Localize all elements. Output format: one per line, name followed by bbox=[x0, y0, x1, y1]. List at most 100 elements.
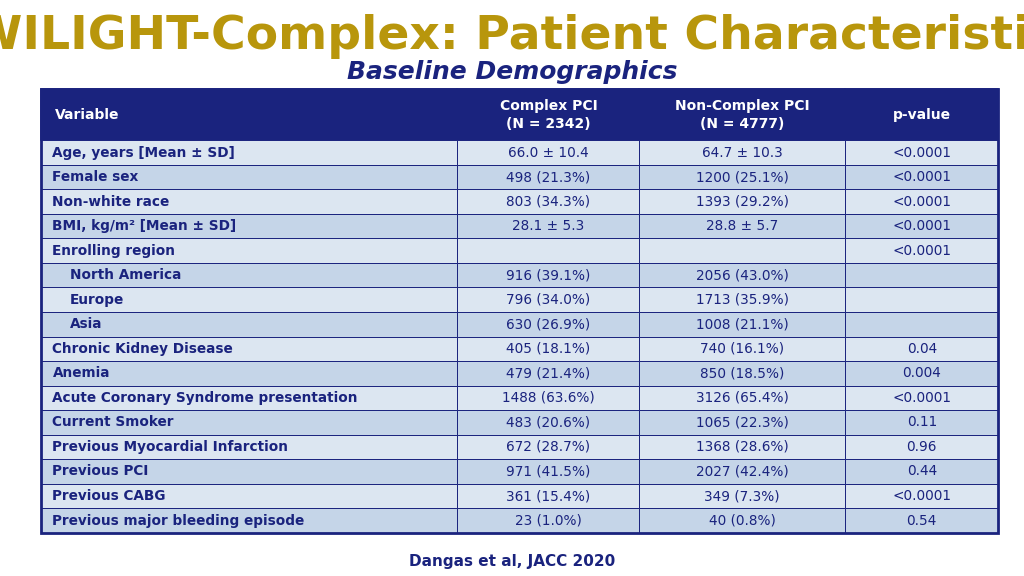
Text: Previous PCI: Previous PCI bbox=[52, 464, 148, 479]
Text: Anemia: Anemia bbox=[52, 366, 110, 380]
Text: 0.96: 0.96 bbox=[906, 440, 937, 454]
Bar bbox=[845, 336, 998, 361]
Text: Previous Myocardial Infarction: Previous Myocardial Infarction bbox=[52, 440, 289, 454]
Text: Non-white race: Non-white race bbox=[52, 195, 170, 209]
Bar bbox=[845, 263, 998, 287]
Bar bbox=[845, 89, 998, 141]
Bar bbox=[845, 459, 998, 484]
Text: 479 (21.4%): 479 (21.4%) bbox=[506, 366, 591, 380]
Text: <0.0001: <0.0001 bbox=[892, 195, 951, 209]
Text: 40 (0.8%): 40 (0.8%) bbox=[709, 514, 776, 528]
Bar bbox=[458, 508, 639, 533]
Bar bbox=[845, 484, 998, 508]
Text: TWILIGHT-Complex: Patient Characteristics: TWILIGHT-Complex: Patient Characteristic… bbox=[0, 14, 1024, 59]
Bar bbox=[458, 165, 639, 190]
Text: 28.8 ± 5.7: 28.8 ± 5.7 bbox=[707, 219, 778, 233]
Bar bbox=[639, 238, 845, 263]
Text: 405 (18.1%): 405 (18.1%) bbox=[506, 342, 591, 356]
Text: 850 (18.5%): 850 (18.5%) bbox=[700, 366, 784, 380]
Text: 971 (41.5%): 971 (41.5%) bbox=[506, 464, 591, 479]
Bar bbox=[845, 287, 998, 312]
Bar bbox=[639, 385, 845, 410]
Text: 0.54: 0.54 bbox=[906, 514, 937, 528]
Bar bbox=[41, 459, 458, 484]
Bar bbox=[639, 361, 845, 385]
Text: 0.11: 0.11 bbox=[906, 415, 937, 429]
Text: Complex PCI
(N = 2342): Complex PCI (N = 2342) bbox=[500, 98, 597, 131]
Text: Europe: Europe bbox=[70, 293, 124, 307]
Bar bbox=[845, 435, 998, 459]
Text: North America: North America bbox=[70, 268, 181, 282]
Bar bbox=[458, 89, 639, 141]
Bar bbox=[41, 484, 458, 508]
Text: 66.0 ± 10.4: 66.0 ± 10.4 bbox=[508, 146, 589, 160]
Text: 361 (15.4%): 361 (15.4%) bbox=[506, 489, 591, 503]
Bar bbox=[458, 385, 639, 410]
Text: Dangas et al, JACC 2020: Dangas et al, JACC 2020 bbox=[409, 554, 615, 569]
Bar bbox=[639, 263, 845, 287]
Bar bbox=[41, 385, 458, 410]
Text: Previous major bleeding episode: Previous major bleeding episode bbox=[52, 514, 305, 528]
Bar bbox=[639, 214, 845, 238]
Bar bbox=[458, 435, 639, 459]
Text: 1393 (29.2%): 1393 (29.2%) bbox=[695, 195, 788, 209]
Bar bbox=[639, 459, 845, 484]
Bar bbox=[41, 312, 458, 336]
Text: Chronic Kidney Disease: Chronic Kidney Disease bbox=[52, 342, 233, 356]
Text: 672 (28.7%): 672 (28.7%) bbox=[506, 440, 591, 454]
Bar bbox=[458, 336, 639, 361]
Text: 64.7 ± 10.3: 64.7 ± 10.3 bbox=[701, 146, 782, 160]
Bar bbox=[458, 459, 639, 484]
Bar bbox=[41, 89, 458, 141]
Bar bbox=[41, 287, 458, 312]
Bar bbox=[639, 410, 845, 435]
Bar bbox=[845, 508, 998, 533]
Bar bbox=[845, 238, 998, 263]
Bar bbox=[845, 385, 998, 410]
Bar bbox=[458, 312, 639, 336]
Bar bbox=[458, 141, 639, 165]
Bar bbox=[41, 141, 458, 165]
Bar bbox=[845, 312, 998, 336]
Text: 916 (39.1%): 916 (39.1%) bbox=[506, 268, 591, 282]
Bar bbox=[458, 361, 639, 385]
Text: Baseline Demographics: Baseline Demographics bbox=[347, 60, 677, 85]
Bar bbox=[458, 214, 639, 238]
Text: Acute Coronary Syndrome presentation: Acute Coronary Syndrome presentation bbox=[52, 391, 358, 405]
Bar bbox=[41, 410, 458, 435]
Text: 740 (16.1%): 740 (16.1%) bbox=[700, 342, 784, 356]
Bar bbox=[41, 238, 458, 263]
Text: 0.44: 0.44 bbox=[906, 464, 937, 479]
Text: 1488 (63.6%): 1488 (63.6%) bbox=[502, 391, 595, 405]
Text: 803 (34.3%): 803 (34.3%) bbox=[506, 195, 591, 209]
Bar bbox=[41, 435, 458, 459]
Text: 498 (21.3%): 498 (21.3%) bbox=[506, 170, 591, 184]
Text: <0.0001: <0.0001 bbox=[892, 391, 951, 405]
Bar bbox=[41, 214, 458, 238]
Bar bbox=[458, 410, 639, 435]
Text: 2056 (43.0%): 2056 (43.0%) bbox=[696, 268, 788, 282]
Bar bbox=[639, 141, 845, 165]
Text: <0.0001: <0.0001 bbox=[892, 489, 951, 503]
Text: Previous CABG: Previous CABG bbox=[52, 489, 166, 503]
Text: Enrolling region: Enrolling region bbox=[52, 244, 175, 257]
Text: 2027 (42.4%): 2027 (42.4%) bbox=[696, 464, 788, 479]
Bar bbox=[639, 484, 845, 508]
Bar bbox=[458, 190, 639, 214]
Text: 1713 (35.9%): 1713 (35.9%) bbox=[695, 293, 788, 307]
Text: p-value: p-value bbox=[893, 108, 951, 122]
Bar bbox=[639, 336, 845, 361]
Text: 630 (26.9%): 630 (26.9%) bbox=[506, 317, 591, 331]
Bar bbox=[41, 263, 458, 287]
Text: 1008 (21.1%): 1008 (21.1%) bbox=[696, 317, 788, 331]
Text: Variable: Variable bbox=[55, 108, 120, 122]
Bar bbox=[639, 165, 845, 190]
Bar bbox=[41, 361, 458, 385]
Bar bbox=[845, 165, 998, 190]
Bar bbox=[639, 89, 845, 141]
Bar bbox=[458, 484, 639, 508]
Text: 1368 (28.6%): 1368 (28.6%) bbox=[696, 440, 788, 454]
Text: 349 (7.3%): 349 (7.3%) bbox=[705, 489, 780, 503]
Bar bbox=[639, 312, 845, 336]
Text: <0.0001: <0.0001 bbox=[892, 146, 951, 160]
